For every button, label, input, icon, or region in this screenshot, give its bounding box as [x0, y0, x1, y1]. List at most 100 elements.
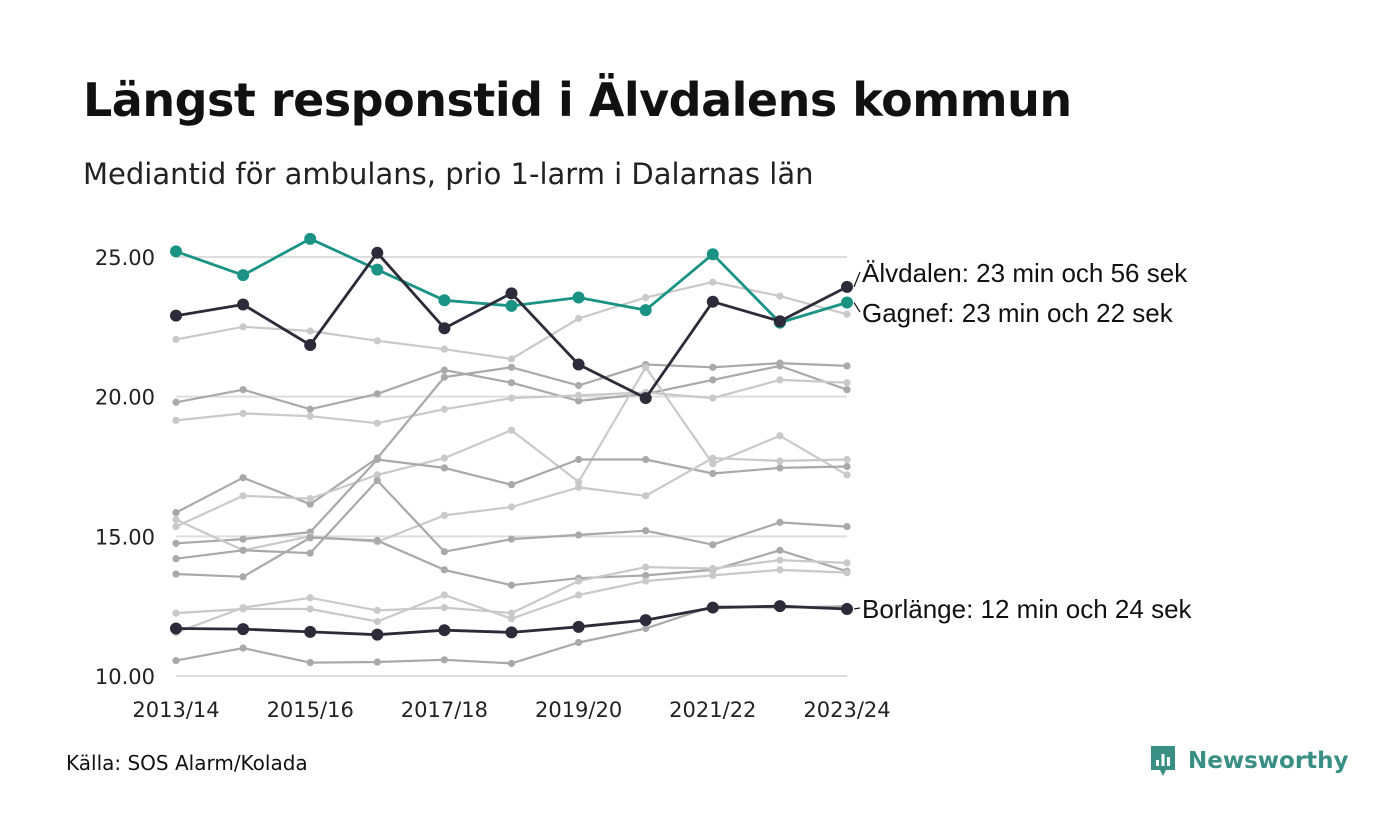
data-point [172, 515, 180, 524]
data-point [709, 394, 717, 402]
data-point [776, 518, 784, 526]
data-point [709, 278, 717, 286]
label-leader-line [853, 302, 861, 313]
data-point [773, 315, 786, 328]
data-point [507, 426, 516, 434]
other-series-line [172, 566, 851, 626]
series-end-labels: Älvdalen: 23 min och 56 sek Gagnef: 23 mi… [853, 258, 1193, 624]
data-point [304, 625, 317, 638]
data-point [841, 296, 853, 309]
data-point [172, 539, 180, 547]
data-point [776, 457, 784, 465]
x-tick-label: 2019/20 [535, 698, 622, 722]
data-point [843, 362, 851, 370]
y-tick-label: 15.00 [95, 525, 155, 549]
data-point [172, 570, 180, 578]
series-end-label: Borlänge: 12 min och 24 sek [862, 594, 1193, 624]
data-point [440, 603, 448, 612]
source-note: Källa: SOS Alarm/Kolada [66, 751, 308, 775]
data-point [841, 602, 853, 615]
data-point [239, 605, 247, 613]
series-end-label: Älvdalen: 23 min och 56 sek [862, 258, 1188, 288]
data-point [773, 600, 786, 613]
data-point [306, 500, 314, 508]
data-point [843, 569, 851, 577]
data-point [373, 536, 381, 545]
data-point [642, 363, 650, 371]
other-series-line [172, 476, 851, 563]
data-point [572, 620, 585, 633]
data-point [642, 571, 650, 580]
data-point [239, 573, 247, 581]
data-point [373, 337, 381, 345]
data-point [507, 503, 516, 511]
data-point [642, 527, 650, 535]
data-point [575, 381, 583, 390]
chart-title: Längst responstid i Älvdalens kommun [83, 73, 1072, 127]
label-leader-line [853, 271, 861, 288]
data-point [239, 546, 247, 554]
data-point [575, 314, 583, 323]
data-point [373, 476, 381, 485]
data-point [709, 363, 717, 371]
data-point [706, 601, 719, 614]
series-line [175, 364, 848, 411]
data-point [306, 412, 314, 420]
label-leader-line [853, 607, 861, 610]
data-point [440, 548, 448, 556]
series-line [175, 479, 848, 560]
x-tick-label: 2015/16 [267, 698, 354, 722]
data-point [709, 571, 717, 580]
series-line [175, 251, 848, 400]
data-point [373, 419, 381, 427]
data-point [440, 566, 448, 574]
data-point [843, 559, 851, 567]
data-point [306, 658, 314, 667]
data-point [843, 522, 851, 531]
data-point [237, 623, 250, 636]
highlight-series-0 [170, 246, 853, 405]
data-point [706, 248, 719, 261]
data-point [642, 624, 650, 633]
data-point [709, 541, 717, 549]
data-point [237, 298, 250, 311]
data-point [304, 232, 317, 245]
data-point [172, 522, 180, 531]
chart-subtitle: Mediantid för ambulans, prio 1-larm i Da… [83, 157, 814, 191]
data-point [776, 546, 784, 554]
data-point [507, 615, 516, 623]
data-point [575, 638, 583, 647]
data-point [440, 373, 448, 381]
data-point [373, 606, 381, 614]
data-point [776, 376, 784, 384]
data-point [575, 478, 583, 486]
data-point [709, 376, 717, 384]
data-point [440, 591, 448, 599]
data-point [172, 335, 180, 344]
data-point [507, 481, 516, 489]
x-tick-label: 2017/18 [401, 698, 488, 722]
data-point [507, 355, 516, 363]
data-point [438, 322, 451, 335]
data-point [440, 405, 448, 413]
data-point [239, 386, 247, 394]
data-point [304, 338, 317, 351]
data-point [575, 577, 583, 585]
data-point [239, 535, 247, 543]
data-point [239, 409, 247, 418]
data-point [843, 455, 851, 464]
highlighted-lines [170, 232, 853, 641]
data-point [575, 397, 583, 405]
data-point [172, 657, 180, 665]
data-point [371, 263, 384, 276]
data-point [507, 609, 516, 617]
data-point [440, 454, 448, 462]
data-point [639, 614, 652, 627]
data-point [572, 291, 585, 304]
series-line [175, 458, 848, 545]
highlight-series-1 [170, 232, 853, 329]
series-line [175, 366, 848, 528]
series-end-label: Gagnef: 23 min och 22 sek [862, 298, 1174, 328]
data-point [172, 398, 180, 406]
